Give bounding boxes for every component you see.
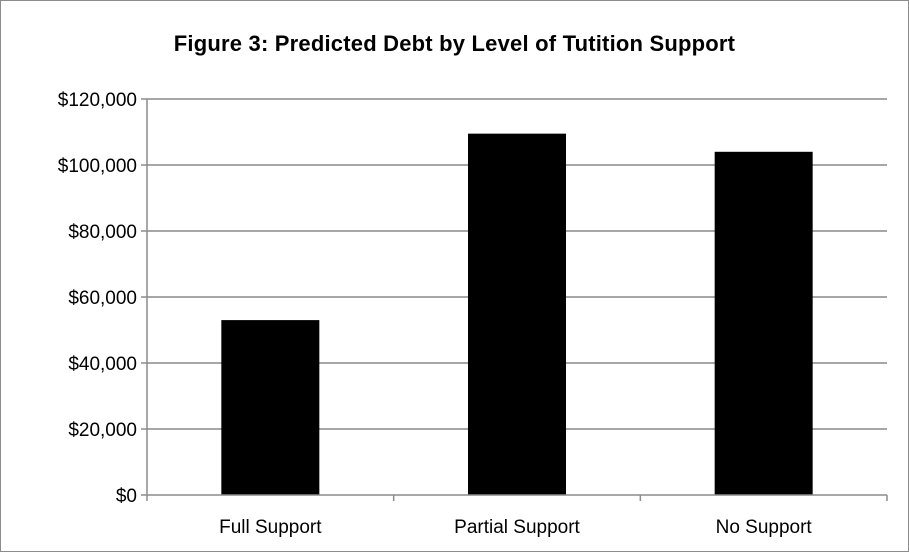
y-tick-label: $120,000	[58, 90, 137, 111]
axes	[141, 98, 888, 501]
bar-full-support	[221, 320, 320, 495]
x-tick-label: No Support	[716, 517, 813, 538]
y-tick-label: $100,000	[58, 156, 137, 177]
tick-labels: $0 $20,000 $40,000 $60,000 $80,000 $100,000 $1…	[58, 90, 813, 538]
y-tick-label: $80,000	[68, 222, 137, 243]
x-tick-label: Partial Support	[454, 517, 580, 538]
y-tick-label: $0	[116, 486, 137, 507]
chart-title: Figure 3: Predicted Debt by Level of Tut…	[173, 31, 736, 56]
bars	[221, 133, 813, 496]
y-tick-label: $40,000	[68, 354, 137, 375]
x-tick-label: Full Support	[219, 517, 322, 538]
y-tick-label: $60,000	[68, 288, 137, 309]
y-tick-label: $20,000	[68, 420, 137, 441]
bar-no-support	[714, 151, 813, 496]
bar-partial-support	[468, 133, 566, 495]
